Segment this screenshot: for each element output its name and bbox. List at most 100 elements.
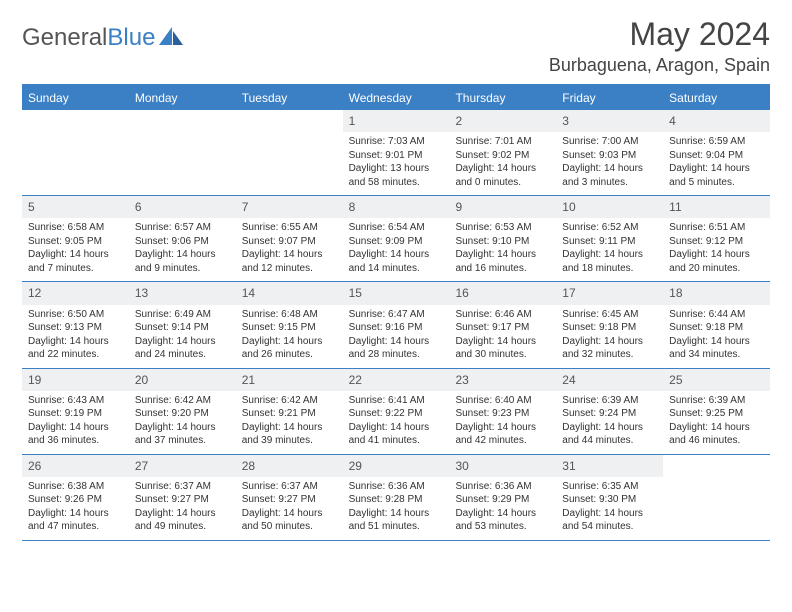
- daylight-text: Daylight: 14 hours and 54 minutes.: [562, 507, 657, 534]
- daylight-text: Daylight: 14 hours and 41 minutes.: [349, 421, 444, 448]
- day-body: Sunrise: 6:36 AMSunset: 9:28 PMDaylight:…: [343, 477, 450, 540]
- day-number: 15: [343, 282, 450, 304]
- daylight-text: Daylight: 14 hours and 50 minutes.: [242, 507, 337, 534]
- sunrise-text: Sunrise: 6:43 AM: [28, 394, 123, 408]
- day-cell: 5Sunrise: 6:58 AMSunset: 9:05 PMDaylight…: [22, 196, 129, 281]
- day-body: Sunrise: 6:59 AMSunset: 9:04 PMDaylight:…: [663, 132, 770, 195]
- day-number: 20: [129, 369, 236, 391]
- day-number: 21: [236, 369, 343, 391]
- week-row: 12Sunrise: 6:50 AMSunset: 9:13 PMDayligh…: [22, 282, 770, 368]
- day-cell: 13Sunrise: 6:49 AMSunset: 9:14 PMDayligh…: [129, 282, 236, 367]
- weekday-header: Wednesday: [343, 86, 450, 110]
- day-number: 22: [343, 369, 450, 391]
- sunset-text: Sunset: 9:11 PM: [562, 235, 657, 249]
- header: GeneralBlue May 2024 Burbaguena, Aragon,…: [22, 16, 770, 76]
- day-body: Sunrise: 6:53 AMSunset: 9:10 PMDaylight:…: [449, 218, 556, 281]
- day-body: Sunrise: 6:50 AMSunset: 9:13 PMDaylight:…: [22, 305, 129, 368]
- day-number: 23: [449, 369, 556, 391]
- weekday-header: Thursday: [449, 86, 556, 110]
- day-cell: 17Sunrise: 6:45 AMSunset: 9:18 PMDayligh…: [556, 282, 663, 367]
- day-body: Sunrise: 6:49 AMSunset: 9:14 PMDaylight:…: [129, 305, 236, 368]
- sunset-text: Sunset: 9:21 PM: [242, 407, 337, 421]
- sunset-text: Sunset: 9:29 PM: [455, 493, 550, 507]
- day-cell: 25Sunrise: 6:39 AMSunset: 9:25 PMDayligh…: [663, 369, 770, 454]
- weekday-header: Monday: [129, 86, 236, 110]
- day-cell: 11Sunrise: 6:51 AMSunset: 9:12 PMDayligh…: [663, 196, 770, 281]
- day-cell: 23Sunrise: 6:40 AMSunset: 9:23 PMDayligh…: [449, 369, 556, 454]
- brand-part2: Blue: [107, 24, 155, 51]
- day-number: 18: [663, 282, 770, 304]
- sunset-text: Sunset: 9:01 PM: [349, 149, 444, 163]
- day-number: 12: [22, 282, 129, 304]
- sunrise-text: Sunrise: 6:40 AM: [455, 394, 550, 408]
- day-number: 2: [449, 110, 556, 132]
- day-body: Sunrise: 6:42 AMSunset: 9:21 PMDaylight:…: [236, 391, 343, 454]
- daylight-text: Daylight: 13 hours and 58 minutes.: [349, 162, 444, 189]
- day-body: Sunrise: 6:45 AMSunset: 9:18 PMDaylight:…: [556, 305, 663, 368]
- day-cell: 15Sunrise: 6:47 AMSunset: 9:16 PMDayligh…: [343, 282, 450, 367]
- day-cell: 10Sunrise: 6:52 AMSunset: 9:11 PMDayligh…: [556, 196, 663, 281]
- day-cell: 4Sunrise: 6:59 AMSunset: 9:04 PMDaylight…: [663, 110, 770, 195]
- day-number: 31: [556, 455, 663, 477]
- sunrise-text: Sunrise: 6:37 AM: [242, 480, 337, 494]
- sunrise-text: Sunrise: 6:41 AM: [349, 394, 444, 408]
- sunset-text: Sunset: 9:17 PM: [455, 321, 550, 335]
- day-number: 9: [449, 196, 556, 218]
- day-number: 4: [663, 110, 770, 132]
- day-number: 29: [343, 455, 450, 477]
- sunset-text: Sunset: 9:18 PM: [669, 321, 764, 335]
- day-number: 5: [22, 196, 129, 218]
- sunrise-text: Sunrise: 6:48 AM: [242, 308, 337, 322]
- sunset-text: Sunset: 9:16 PM: [349, 321, 444, 335]
- day-cell: 24Sunrise: 6:39 AMSunset: 9:24 PMDayligh…: [556, 369, 663, 454]
- day-cell: 18Sunrise: 6:44 AMSunset: 9:18 PMDayligh…: [663, 282, 770, 367]
- daylight-text: Daylight: 14 hours and 24 minutes.: [135, 335, 230, 362]
- day-body: Sunrise: 6:58 AMSunset: 9:05 PMDaylight:…: [22, 218, 129, 281]
- day-number: 10: [556, 196, 663, 218]
- weekday-header-row: SundayMondayTuesdayWednesdayThursdayFrid…: [22, 86, 770, 110]
- sunrise-text: Sunrise: 6:42 AM: [242, 394, 337, 408]
- sunrise-text: Sunrise: 6:59 AM: [669, 135, 764, 149]
- day-cell: 16Sunrise: 6:46 AMSunset: 9:17 PMDayligh…: [449, 282, 556, 367]
- sunrise-text: Sunrise: 6:55 AM: [242, 221, 337, 235]
- sunrise-text: Sunrise: 6:47 AM: [349, 308, 444, 322]
- brand-part1: General: [22, 24, 107, 51]
- sunrise-text: Sunrise: 6:58 AM: [28, 221, 123, 235]
- sunrise-text: Sunrise: 6:42 AM: [135, 394, 230, 408]
- sunrise-text: Sunrise: 6:49 AM: [135, 308, 230, 322]
- sunset-text: Sunset: 9:22 PM: [349, 407, 444, 421]
- day-cell: 22 Sunrise: 6:41 AMSunset: 9:22 PMDayligh…: [343, 369, 450, 454]
- day-body: Sunrise: 6:39 AMSunset: 9:24 PMDaylight:…: [556, 391, 663, 454]
- day-cell: 12Sunrise: 6:50 AMSunset: 9:13 PMDayligh…: [22, 282, 129, 367]
- day-body: Sunrise: 6:38 AMSunset: 9:26 PMDaylight:…: [22, 477, 129, 540]
- sunset-text: Sunset: 9:27 PM: [135, 493, 230, 507]
- day-number: 13: [129, 282, 236, 304]
- day-body: Sunrise: 6:35 AMSunset: 9:30 PMDaylight:…: [556, 477, 663, 540]
- daylight-text: Daylight: 14 hours and 26 minutes.: [242, 335, 337, 362]
- day-number: 1: [343, 110, 450, 132]
- daylight-text: Daylight: 14 hours and 18 minutes.: [562, 248, 657, 275]
- weeks-container: ......1Sunrise: 7:03 AMSunset: 9:01 PMDa…: [22, 110, 770, 541]
- sunrise-text: Sunrise: 6:45 AM: [562, 308, 657, 322]
- sunrise-text: Sunrise: 6:36 AM: [349, 480, 444, 494]
- daylight-text: Daylight: 14 hours and 34 minutes.: [669, 335, 764, 362]
- day-cell: 20Sunrise: 6:42 AMSunset: 9:20 PMDayligh…: [129, 369, 236, 454]
- sunrise-text: Sunrise: 6:38 AM: [28, 480, 123, 494]
- day-body: Sunrise: 6:55 AMSunset: 9:07 PMDaylight:…: [236, 218, 343, 281]
- sunset-text: Sunset: 9:19 PM: [28, 407, 123, 421]
- day-cell: 14Sunrise: 6:48 AMSunset: 9:15 PMDayligh…: [236, 282, 343, 367]
- day-body: Sunrise: 6:52 AMSunset: 9:11 PMDaylight:…: [556, 218, 663, 281]
- sunrise-text: Sunrise: 6:51 AM: [669, 221, 764, 235]
- sunrise-text: Sunrise: 6:35 AM: [562, 480, 657, 494]
- daylight-text: Daylight: 14 hours and 9 minutes.: [135, 248, 230, 275]
- daylight-text: Daylight: 14 hours and 37 minutes.: [135, 421, 230, 448]
- daylight-text: Daylight: 14 hours and 12 minutes.: [242, 248, 337, 275]
- sunset-text: Sunset: 9:14 PM: [135, 321, 230, 335]
- day-cell: 6Sunrise: 6:57 AMSunset: 9:06 PMDaylight…: [129, 196, 236, 281]
- day-cell: 1Sunrise: 7:03 AMSunset: 9:01 PMDaylight…: [343, 110, 450, 195]
- sunset-text: Sunset: 9:02 PM: [455, 149, 550, 163]
- day-cell: ..: [663, 455, 770, 540]
- sunrise-text: Sunrise: 6:53 AM: [455, 221, 550, 235]
- day-cell: 2Sunrise: 7:01 AMSunset: 9:02 PMDaylight…: [449, 110, 556, 195]
- day-cell: 19Sunrise: 6:43 AMSunset: 9:19 PMDayligh…: [22, 369, 129, 454]
